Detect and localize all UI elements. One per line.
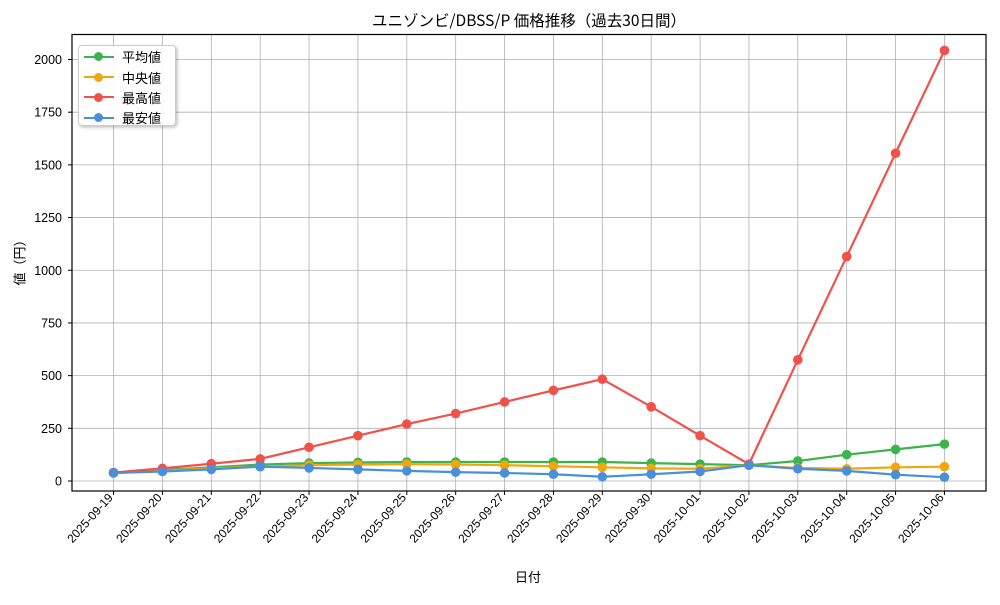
svg-text:1500: 1500 — [34, 158, 62, 172]
svg-text:2000: 2000 — [34, 53, 62, 67]
svg-text:750: 750 — [41, 316, 62, 330]
svg-text:1250: 1250 — [34, 211, 62, 225]
svg-text:500: 500 — [41, 369, 62, 383]
svg-text:250: 250 — [41, 422, 62, 436]
svg-text:0: 0 — [55, 475, 62, 489]
svg-text:1000: 1000 — [34, 264, 62, 278]
svg-text:1750: 1750 — [34, 106, 62, 120]
